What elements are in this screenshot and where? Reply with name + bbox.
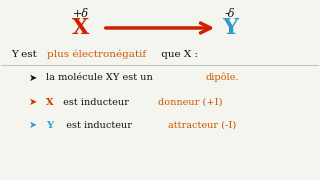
Text: ➤: ➤ (29, 120, 37, 130)
Text: Y: Y (222, 17, 238, 39)
Text: plus électronégatif: plus électronégatif (47, 50, 147, 59)
Text: X: X (72, 17, 89, 39)
Text: la molécule XY est un: la molécule XY est un (46, 73, 156, 82)
Text: attracteur (-I): attracteur (-I) (168, 121, 236, 130)
Text: -δ: -δ (225, 9, 235, 19)
Text: est inducteur: est inducteur (60, 98, 132, 107)
Text: ➤: ➤ (29, 97, 37, 107)
Text: X: X (46, 98, 53, 107)
Text: est inducteur: est inducteur (60, 121, 135, 130)
Text: dipôle.: dipôle. (206, 73, 239, 82)
Text: que X :: que X : (158, 50, 198, 59)
Text: donneur (+I): donneur (+I) (158, 98, 223, 107)
Text: Y est: Y est (11, 50, 40, 59)
Text: +δ: +δ (73, 9, 89, 19)
Text: Y: Y (46, 121, 53, 130)
Text: ➤: ➤ (29, 73, 37, 83)
